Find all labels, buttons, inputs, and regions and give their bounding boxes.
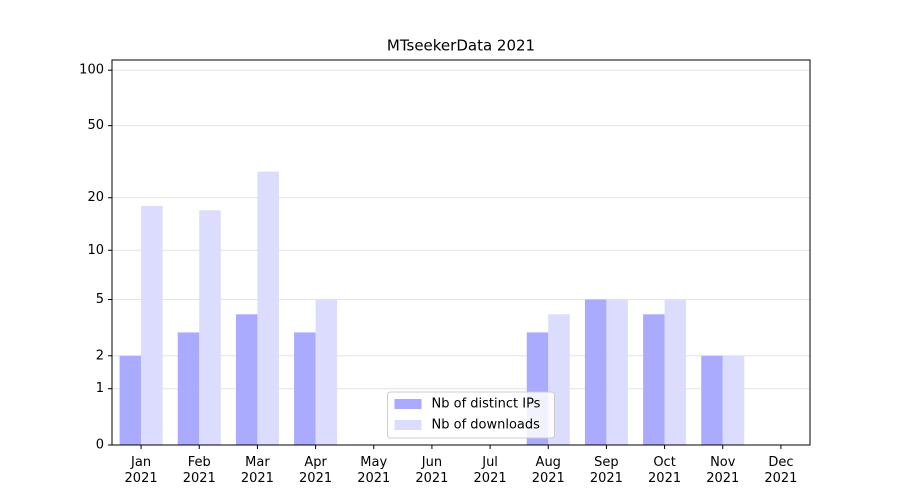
y-tick-label: 10 [87,243,104,258]
y-tick-label: 5 [96,292,104,307]
legend-label: Nb of distinct IPs [432,397,541,412]
x-tick-label: Jun 2021 [415,455,448,486]
bar [119,355,142,445]
x-tick-label: Jan 2021 [125,455,158,486]
chart-title: MTseekerData 2021 [387,37,535,55]
bar [177,332,200,445]
x-tick-label: Nov 2021 [706,455,739,486]
bar [606,299,628,445]
y-tick-label: 2 [96,348,104,363]
bar [235,314,258,445]
bar [315,299,338,445]
bar [584,299,607,445]
y-tick-label: 50 [87,118,104,133]
y-tick-label: 1 [96,381,104,396]
bar [722,355,745,445]
x-tick-label: Oct 2021 [648,455,681,486]
y-tick-label: 0 [96,438,104,453]
x-tick-label: Aug 2021 [532,455,565,486]
y-tick-label: 20 [87,190,104,205]
legend-box [387,391,555,439]
x-tick-label: Sep 2021 [590,455,623,486]
bar [257,171,279,445]
plot-frame [111,59,811,446]
y-tick-label: 100 [79,63,104,78]
legend-swatch [394,420,422,430]
x-tick-label: Apr 2021 [299,455,332,486]
legend-label: Nb of downloads [432,418,541,433]
x-tick-label: Jul 2021 [474,455,507,486]
x-tick-label: Mar 2021 [241,455,274,486]
x-tick-label: Feb 2021 [183,455,216,486]
bar [199,210,221,445]
bar [643,314,665,445]
bar [141,205,163,445]
legend-swatch [394,399,422,409]
bar [294,332,316,445]
x-tick-label: Dec 2021 [764,455,797,486]
legend: Nb of distinct IPs Nb of downloads [387,391,555,439]
bar [701,355,723,445]
x-tick-label: May 2021 [357,455,390,486]
bar [664,299,687,445]
